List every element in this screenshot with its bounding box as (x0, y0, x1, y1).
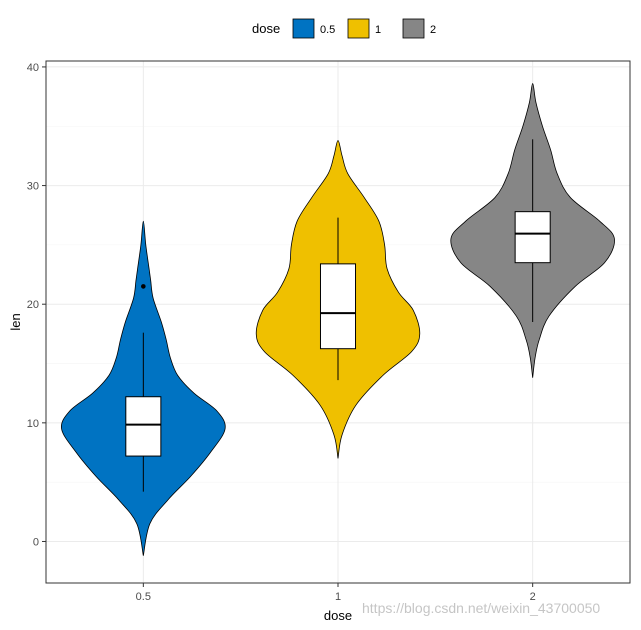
y-tick-label-2: 20 (27, 299, 39, 311)
legend-label-dose-1: 1 (375, 24, 381, 36)
y-axis: 0 10 20 30 40 (27, 62, 46, 548)
outlier-dose-0.5-0 (141, 284, 146, 289)
x-tick-label-2: 2 (530, 591, 536, 603)
box-dose-1 (319, 263, 357, 350)
x-tick-label-0: 0.5 (136, 591, 151, 603)
x-tick-label-1: 1 (335, 591, 341, 603)
y-axis-title: len (8, 313, 23, 330)
watermark: https://blog.csdn.net/weixin_43700050 (362, 600, 601, 616)
boxplots (125, 139, 551, 492)
legend-title: dose (252, 21, 280, 36)
x-axis-title: dose (324, 608, 352, 623)
legend-label-dose-0.5: 0.5 (320, 24, 335, 36)
box-dose-0.5 (125, 396, 162, 457)
y-tick-label-0: 0 (33, 536, 39, 548)
box-dose-2 (514, 211, 551, 264)
y-tick-label-3: 30 (27, 181, 39, 193)
y-tick-label-1: 10 (27, 418, 39, 430)
legend: dose 0.5 1 2 (252, 18, 436, 39)
y-tick-label-4: 40 (27, 62, 39, 74)
legend-key-dose-1 (347, 18, 370, 39)
legend-label-dose-2: 2 (430, 24, 436, 36)
x-axis: 0.5 1 2 (136, 583, 536, 603)
legend-key-dose-2 (402, 18, 425, 39)
legend-key-dose-0.5 (292, 18, 315, 39)
